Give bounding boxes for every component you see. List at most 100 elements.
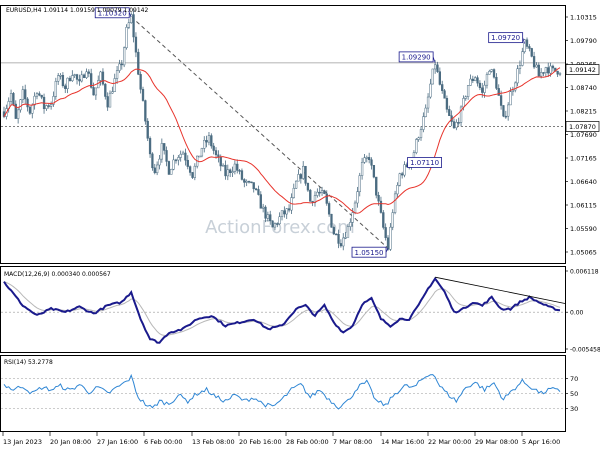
candle-body <box>257 189 260 195</box>
rsi-tick-label: 50 <box>570 390 578 398</box>
annotation-label: 1.05150 <box>355 249 384 257</box>
candle-body <box>318 191 321 194</box>
candle-body <box>163 143 166 151</box>
candle-body <box>125 27 128 49</box>
candle-body <box>351 212 354 223</box>
candle-body <box>391 212 394 228</box>
macd-tick-label: 0.00 <box>570 310 584 317</box>
candle-body <box>193 165 196 178</box>
macd-pane-frame <box>0 266 566 353</box>
x-tick-label: 13 Jan 2023 <box>3 438 42 446</box>
candle-body <box>134 36 138 53</box>
candle-body <box>556 70 559 75</box>
candle-body <box>370 159 373 166</box>
candle-body <box>518 65 522 69</box>
candle-body <box>377 194 380 202</box>
candle-body <box>309 189 312 202</box>
annotation-label: 1.09290 <box>402 53 431 61</box>
candle-body <box>372 165 376 178</box>
candle-body <box>316 191 319 196</box>
candle-body <box>332 227 335 235</box>
candle-body <box>469 78 472 86</box>
candle-body <box>108 92 112 108</box>
candle-body <box>238 170 241 172</box>
candle-body <box>323 190 326 194</box>
candle-body <box>250 181 253 184</box>
candle-body <box>99 71 102 81</box>
candle-body <box>28 106 32 114</box>
rsi-tick-label: 70 <box>570 375 578 383</box>
candle-body <box>118 63 121 71</box>
candle-body <box>547 67 550 74</box>
moving-average-line <box>3 67 561 214</box>
candle-body <box>115 70 119 79</box>
candle-body <box>160 143 163 160</box>
candle-body <box>170 168 173 175</box>
candle-body <box>419 129 423 139</box>
candle-body <box>384 227 387 238</box>
candle-body <box>26 98 29 108</box>
candle-body <box>525 39 529 47</box>
time-x-axis: 13 Jan 2023 20 Jan 08:00 27 Jan 16:00 6 Feb… <box>2 432 560 446</box>
x-tick-label: 22 Mar 00:00 <box>428 438 471 446</box>
rsi-y-axis: 70 50 30 <box>565 375 578 413</box>
candle-body <box>97 80 100 89</box>
candle-body <box>278 216 281 225</box>
x-tick-label: 5 Apr 16:00 <box>522 438 560 446</box>
candle-body <box>78 79 81 82</box>
candle-body <box>433 64 437 70</box>
candle-body <box>523 39 526 52</box>
candle-body <box>221 164 225 167</box>
candle-body <box>509 91 512 106</box>
candle-body <box>532 56 536 68</box>
candle-body <box>165 150 168 162</box>
y-tick-label: 1.09790 <box>570 37 597 45</box>
candle-body <box>85 71 88 78</box>
candle-body <box>90 73 93 88</box>
candle-body <box>375 176 378 196</box>
candle-body <box>123 47 126 66</box>
trendline-dashed <box>130 16 389 249</box>
x-tick-label: 7 Mar 08:00 <box>333 438 372 446</box>
candle-body <box>254 188 258 191</box>
macd-tick-label: -0.005458 <box>570 347 600 354</box>
candle-body <box>429 83 432 98</box>
candle-body <box>24 89 27 100</box>
candle-body <box>280 210 284 217</box>
candle-body <box>320 190 324 193</box>
candle-body <box>141 89 145 101</box>
candle-body <box>130 14 133 23</box>
candle-body <box>264 206 267 219</box>
candle-body <box>203 140 206 149</box>
annotation-box <box>407 157 442 168</box>
candle-body <box>389 226 392 250</box>
candle-body <box>401 173 404 176</box>
x-tick-label: 13 Feb 08:00 <box>192 438 235 446</box>
candle-body <box>146 120 149 139</box>
candle-body <box>417 137 420 140</box>
candle-body <box>148 138 152 155</box>
x-tick-label: 28 Feb 00:00 <box>286 438 329 446</box>
candle-body <box>73 74 76 76</box>
candle-body <box>179 153 182 158</box>
candle-body <box>436 64 439 72</box>
macd-trendline <box>435 276 566 304</box>
candle-body <box>507 104 510 117</box>
candle-body <box>226 169 229 177</box>
price-pane-title: EURUSD,H4 1.09114 1.09159 1.09079 1.0914… <box>6 7 148 14</box>
candle-body <box>224 164 227 177</box>
annotation-label: 1.07110 <box>410 159 439 167</box>
candle-body <box>443 90 446 99</box>
candle-body <box>438 71 441 85</box>
candle-body <box>262 206 265 209</box>
candle-body <box>292 187 295 198</box>
candle-body <box>45 105 48 109</box>
macd-pane: MACD(12,26,9) 0.000340 0.000567 <box>0 266 566 353</box>
candle-body <box>495 76 498 89</box>
candle-body <box>297 174 300 182</box>
candle-body <box>365 157 368 159</box>
candle-body <box>327 203 331 215</box>
candle-body <box>31 104 34 114</box>
candle-body <box>233 163 237 172</box>
